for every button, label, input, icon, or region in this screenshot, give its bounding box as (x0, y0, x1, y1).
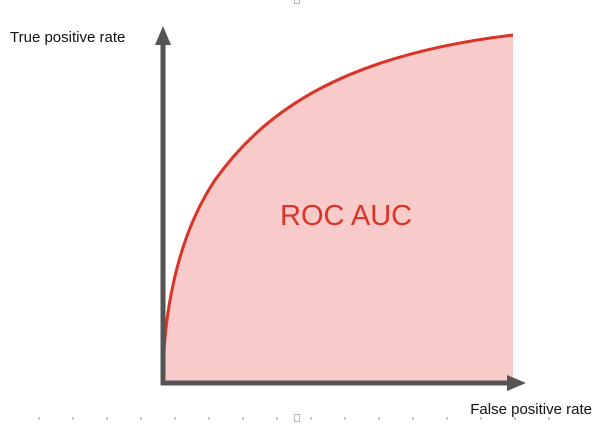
guide-dot (208, 417, 210, 420)
guide-dot (310, 417, 312, 420)
guide-dot (412, 417, 414, 420)
y-axis-arrowhead (155, 26, 171, 45)
x-axis-label: False positive rate (470, 401, 592, 418)
guide-dot (344, 417, 346, 420)
guide-dot (480, 417, 482, 420)
y-axis-label: True positive rate (10, 29, 126, 46)
guide-dot (548, 417, 550, 420)
selection-handle-top[interactable] (294, 0, 300, 4)
guide-dot (378, 417, 380, 420)
guide-dot (174, 417, 176, 420)
guide-dot (446, 417, 448, 420)
guide-dot (140, 417, 142, 420)
roc-auc-label: ROC AUC (280, 200, 413, 232)
auc-area (163, 35, 513, 383)
guide-dot (276, 417, 278, 420)
guide-dot (72, 417, 74, 420)
guide-dot (514, 417, 516, 420)
guide-dot (242, 417, 244, 420)
guide-dot (38, 417, 40, 420)
x-axis-arrowhead (507, 375, 526, 391)
guide-dot (106, 417, 108, 420)
guide-dots (38, 417, 550, 420)
roc-curve (161, 33, 514, 384)
selection-handle-bottom[interactable] (294, 414, 300, 422)
